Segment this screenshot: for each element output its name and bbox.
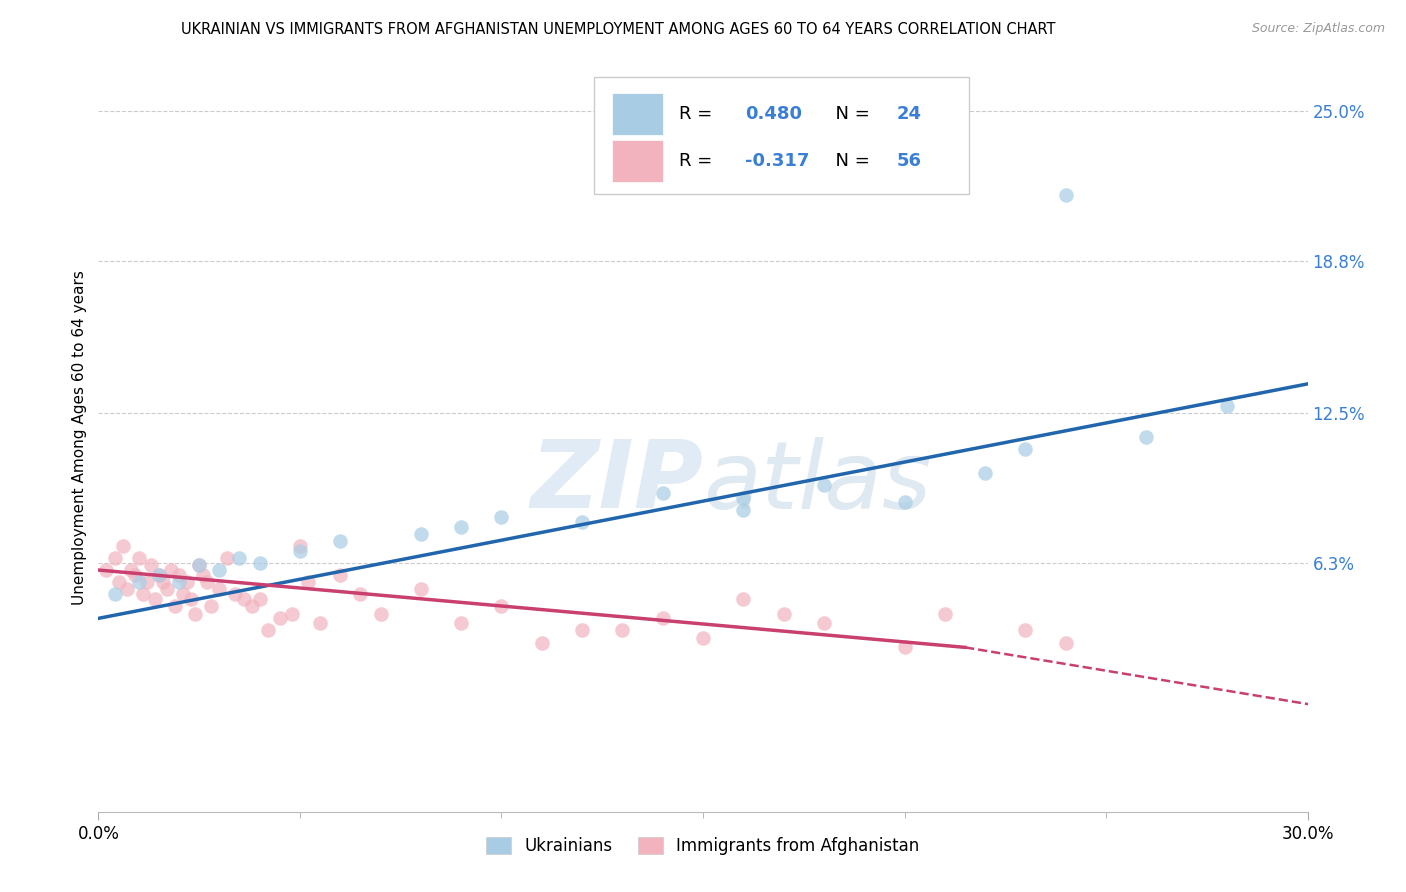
Point <box>135 575 157 590</box>
FancyBboxPatch shape <box>613 140 664 182</box>
Text: UKRAINIAN VS IMMIGRANTS FROM AFGHANISTAN UNEMPLOYMENT AMONG AGES 60 TO 64 YEARS : UKRAINIAN VS IMMIGRANTS FROM AFGHANISTAN… <box>181 22 1056 37</box>
Point <box>111 539 134 553</box>
Point <box>240 599 263 614</box>
Point <box>733 491 755 505</box>
Text: -0.317: -0.317 <box>745 153 810 170</box>
Point <box>651 611 673 625</box>
Y-axis label: Unemployment Among Ages 60 to 64 years: Unemployment Among Ages 60 to 64 years <box>72 269 87 605</box>
Point <box>188 558 211 573</box>
Text: N =: N = <box>824 105 876 123</box>
Text: ZIP: ZIP <box>530 436 703 528</box>
Point <box>450 519 472 533</box>
Point <box>329 567 352 582</box>
Point <box>103 587 125 601</box>
Point <box>152 575 174 590</box>
Point <box>934 607 956 621</box>
Point <box>571 515 593 529</box>
Point <box>208 582 231 597</box>
Point <box>228 550 250 565</box>
Point <box>96 563 118 577</box>
FancyBboxPatch shape <box>613 93 664 135</box>
Point <box>172 587 194 601</box>
Text: 56: 56 <box>897 153 921 170</box>
Point <box>288 543 311 558</box>
Point <box>167 575 190 590</box>
Point <box>1216 399 1239 413</box>
Point <box>329 534 352 549</box>
Point <box>103 550 125 565</box>
Point <box>139 558 162 573</box>
Point <box>349 587 371 601</box>
Point <box>148 567 170 582</box>
Point <box>813 478 835 492</box>
Point <box>195 575 218 590</box>
Point <box>1054 188 1077 202</box>
Point <box>281 607 304 621</box>
Point <box>167 567 190 582</box>
Point <box>128 575 150 590</box>
Point <box>184 607 207 621</box>
Point <box>143 592 166 607</box>
Point <box>224 587 246 601</box>
Point <box>208 563 231 577</box>
Point <box>772 607 794 621</box>
FancyBboxPatch shape <box>595 78 969 194</box>
Point <box>176 575 198 590</box>
Text: R =: R = <box>679 105 718 123</box>
Point <box>692 631 714 645</box>
Point <box>1014 442 1036 457</box>
Point <box>309 616 332 631</box>
Point <box>256 624 278 638</box>
Point <box>160 563 183 577</box>
Point <box>733 592 755 607</box>
Point <box>107 575 129 590</box>
Text: 0.480: 0.480 <box>745 105 803 123</box>
Text: 24: 24 <box>897 105 921 123</box>
Point <box>370 607 392 621</box>
Point <box>893 495 915 509</box>
Point <box>974 467 997 481</box>
Point <box>249 556 271 570</box>
Point <box>200 599 222 614</box>
Point <box>148 567 170 582</box>
Point <box>120 563 142 577</box>
Text: R =: R = <box>679 153 718 170</box>
Point <box>163 599 186 614</box>
Point <box>217 550 239 565</box>
Point <box>893 640 915 655</box>
Point <box>193 567 215 582</box>
Point <box>1054 635 1077 649</box>
Text: N =: N = <box>824 153 876 170</box>
Point <box>1014 624 1036 638</box>
Point <box>156 582 179 597</box>
Point <box>491 599 513 614</box>
Point <box>651 485 673 500</box>
Point <box>491 509 513 524</box>
Point <box>409 526 432 541</box>
Point <box>180 592 202 607</box>
Point <box>530 635 553 649</box>
Point <box>124 567 146 582</box>
Point <box>1135 430 1157 444</box>
Point <box>450 616 472 631</box>
Point <box>132 587 155 601</box>
Point <box>733 502 755 516</box>
Point <box>612 624 634 638</box>
Point <box>249 592 271 607</box>
Legend: Ukrainians, Immigrants from Afghanistan: Ukrainians, Immigrants from Afghanistan <box>478 829 928 863</box>
Point <box>571 624 593 638</box>
Text: Source: ZipAtlas.com: Source: ZipAtlas.com <box>1251 22 1385 36</box>
Point <box>269 611 291 625</box>
Point <box>188 558 211 573</box>
Point <box>288 539 311 553</box>
Point <box>409 582 432 597</box>
Text: atlas: atlas <box>703 436 931 527</box>
Point <box>297 575 319 590</box>
Point <box>813 616 835 631</box>
Point <box>128 550 150 565</box>
Point <box>115 582 138 597</box>
Point <box>232 592 254 607</box>
